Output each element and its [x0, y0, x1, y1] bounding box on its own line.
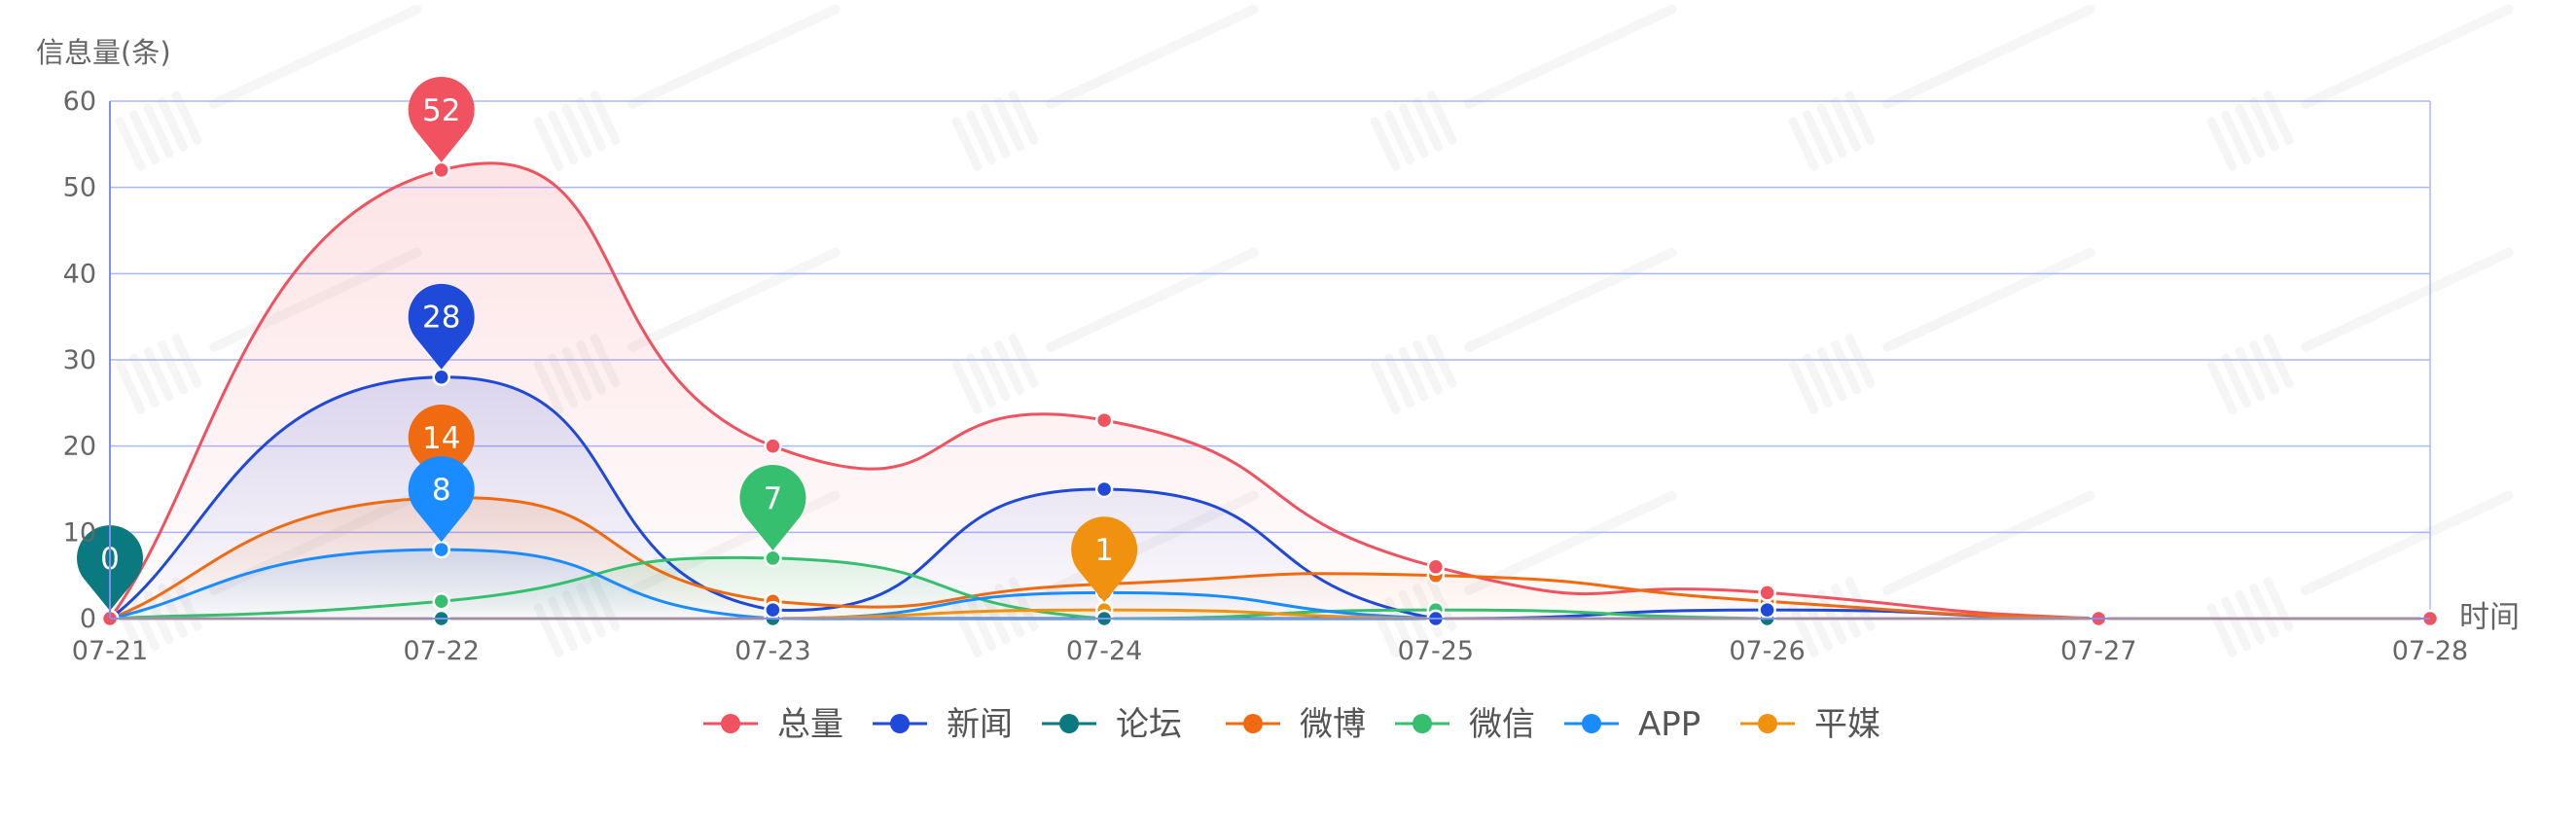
y-tick-label: 40 — [63, 259, 96, 289]
y-tick-label: 50 — [63, 173, 96, 203]
x-tick-label: 07-24 — [1066, 636, 1142, 666]
legend-item[interactable]: 新闻 — [873, 705, 1013, 744]
y-tick-label: 0 — [80, 604, 96, 634]
data-point[interactable] — [432, 540, 450, 559]
watermark-mark — [533, 4, 841, 171]
max-pin-label: 28 — [422, 301, 460, 336]
max-pin: 1 — [1071, 516, 1138, 603]
legend-item[interactable]: 平媒 — [1740, 705, 1880, 744]
y-tick-label: 10 — [63, 517, 96, 548]
area-fills — [110, 162, 2430, 620]
x-tick-label: 07-27 — [2060, 636, 2136, 666]
watermark-mark — [1788, 247, 2095, 414]
data-point[interactable] — [432, 592, 450, 611]
x-tick-label: 07-22 — [403, 636, 479, 666]
legend-label: 论坛 — [1116, 705, 1182, 744]
watermark-mark — [1370, 247, 1677, 414]
x-tick-label: 07-25 — [1398, 636, 1474, 666]
axes: 0 10 20 30 40 50 60 07-21 07-22 07-23 07-24 07-25 07… — [36, 36, 2520, 666]
max-pin-label: 1 — [1094, 533, 1114, 568]
x-tick-label: 07-21 — [72, 636, 148, 666]
watermark-mark — [2206, 4, 2514, 171]
legend-item[interactable]: 微信 — [1395, 705, 1535, 744]
max-pin: 28 — [408, 283, 475, 370]
legend-item[interactable]: 总量 — [703, 705, 843, 744]
legend-item[interactable]: APP — [1564, 705, 1700, 744]
data-point[interactable] — [1426, 557, 1446, 577]
legend[interactable]: 总量 新闻 论坛 微博 微信 APP 平媒 — [703, 705, 1880, 744]
legend-item[interactable]: 微博 — [1226, 705, 1366, 744]
data-point[interactable] — [764, 600, 782, 620]
watermark-mark — [1788, 490, 2095, 657]
series-area — [110, 162, 2430, 620]
legend-label: APP — [1638, 705, 1700, 744]
watermark-mark — [1788, 4, 2095, 171]
data-point[interactable] — [764, 437, 782, 455]
x-axis-title: 时间 — [2459, 600, 2520, 635]
max-pin: 7 — [739, 465, 806, 550]
legend-label: 微信 — [1469, 705, 1535, 744]
x-tick-label: 07-23 — [734, 636, 810, 666]
series-area — [110, 550, 2430, 619]
series-line — [108, 161, 2430, 621]
watermark-mark — [951, 4, 1259, 171]
y-tick-label: 30 — [63, 345, 96, 375]
legend-item[interactable]: 论坛 — [1042, 705, 1182, 744]
legend-label: 平媒 — [1814, 705, 1880, 744]
watermark-mark — [1370, 4, 1677, 171]
data-point[interactable] — [764, 549, 782, 568]
legend-label: 总量 — [777, 705, 843, 744]
data-point[interactable] — [1758, 584, 1776, 602]
y-tick-label: 60 — [63, 87, 96, 117]
legend-label: 微博 — [1300, 705, 1366, 744]
max-pin-label: 7 — [764, 481, 783, 516]
watermark-mark — [115, 4, 422, 171]
data-point[interactable] — [432, 160, 450, 180]
data-point[interactable] — [1094, 479, 1114, 499]
series-area — [110, 557, 2430, 619]
data-point[interactable] — [1094, 410, 1114, 430]
x-tick-label: 07-28 — [2392, 636, 2468, 666]
x-tick-label: 07-26 — [1729, 636, 1805, 666]
max-pin: 8 — [408, 456, 475, 543]
max-pin-label: 8 — [432, 473, 451, 508]
series-line — [109, 496, 2430, 621]
legend-label: 新闻 — [947, 705, 1013, 744]
max-pin: 52 — [408, 77, 475, 162]
watermark-mark — [2206, 247, 2514, 414]
watermark-mark — [951, 247, 1259, 414]
data-point[interactable] — [1758, 600, 1776, 620]
y-axis-title: 信息量(条) — [36, 36, 171, 69]
max-pin-label: 14 — [422, 421, 460, 456]
data-point[interactable] — [432, 368, 450, 386]
max-pin-label: 52 — [422, 93, 460, 128]
y-tick-label: 20 — [63, 432, 96, 462]
